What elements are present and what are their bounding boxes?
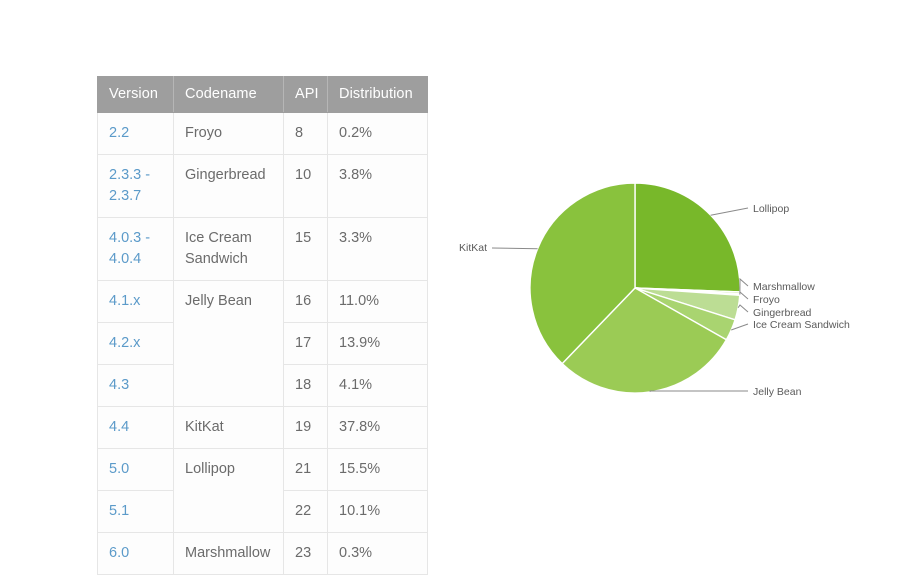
cell-version[interactable]: 4.3 <box>97 364 174 408</box>
distribution-table-container: Version Codename API Distribution 2.2 Fr… <box>97 76 428 575</box>
table-row: 4.3 18 4.1% <box>97 364 428 408</box>
cell-version[interactable]: 2.2 <box>97 111 174 156</box>
cell-api: 16 <box>283 280 328 324</box>
table-row: 5.1 22 10.1% <box>97 490 428 534</box>
cell-version[interactable]: 4.0.3 - 4.0.4 <box>97 217 174 282</box>
cell-distribution: 11.0% <box>327 280 428 324</box>
leader-kitkat <box>491 247 538 250</box>
table-row: 4.1.x Jelly Bean 16 11.0% <box>97 280 428 408</box>
cell-distribution: 3.8% <box>327 154 428 219</box>
leader-ice-cream-sandwich <box>731 323 749 331</box>
cell-version[interactable]: 6.0 <box>97 532 174 575</box>
android-version-distribution-table: Version Codename API Distribution 2.2 Fr… <box>97 76 428 575</box>
cell-api: 8 <box>283 111 328 156</box>
table-row: 4.4 KitKat 19 37.8% <box>97 406 428 450</box>
distribution-pie-chart: KitKat Lollipop Marshmallow Froyo Ginger… <box>440 130 910 440</box>
cell-codename: Ice Cream Sandwich <box>173 217 284 282</box>
leader-gingerbread <box>737 304 749 313</box>
table-row: 4.0.3 - 4.0.4 Ice Cream Sandwich 15 3.3% <box>97 217 428 282</box>
pie-label-ice-cream-sandwich: Ice Cream Sandwich <box>753 319 850 331</box>
cell-codename: Marshmallow <box>173 532 284 575</box>
column-header-version: Version <box>97 76 174 113</box>
table-header-row: Version Codename API Distribution <box>97 76 428 113</box>
cell-distribution: 0.3% <box>327 532 428 575</box>
cell-distribution: 10.1% <box>327 490 428 534</box>
cell-distribution: 3.3% <box>327 217 428 282</box>
pie-label-froyo: Froyo <box>753 294 780 306</box>
cell-codename: KitKat <box>173 406 284 450</box>
cell-api: 10 <box>283 154 328 219</box>
pie-label-lollipop: Lollipop <box>753 203 789 215</box>
table-row: 4.2.x 17 13.9% <box>97 322 428 366</box>
cell-api: 18 <box>283 364 328 408</box>
leader-lollipop <box>710 207 749 216</box>
cell-distribution: 37.8% <box>327 406 428 450</box>
cell-api: 22 <box>283 490 328 534</box>
cell-api: 15 <box>283 217 328 282</box>
column-header-distribution: Distribution <box>327 76 428 113</box>
pie-slice-kitkat[interactable] <box>529 182 636 365</box>
cell-api: 19 <box>283 406 328 450</box>
cell-codename: Lollipop <box>173 448 284 534</box>
table-row: 2.3.3 - 2.3.7 Gingerbread 10 3.8% <box>97 154 428 219</box>
pie-label-jelly-bean: Jelly Bean <box>753 386 802 398</box>
pie-slice-lollipop[interactable] <box>634 182 741 293</box>
cell-version[interactable]: 4.1.x <box>97 280 174 324</box>
cell-version[interactable]: 4.4 <box>97 406 174 450</box>
leader-jelly-bean <box>649 390 748 392</box>
pie-slice-group <box>529 182 741 394</box>
cell-version[interactable]: 5.0 <box>97 448 174 492</box>
cell-distribution: 4.1% <box>327 364 428 408</box>
table-row: 5.0 Lollipop 21 15.5% <box>97 448 428 534</box>
cell-codename: Froyo <box>173 111 284 156</box>
cell-api: 17 <box>283 322 328 366</box>
cell-api: 21 <box>283 448 328 492</box>
leader-marshmallow <box>739 277 749 293</box>
pie-label-kitkat: KitKat <box>459 242 487 254</box>
cell-distribution: 13.9% <box>327 322 428 366</box>
leader-froyo <box>739 290 749 300</box>
cell-api: 23 <box>283 532 328 575</box>
cell-version[interactable]: 5.1 <box>97 490 174 534</box>
column-header-codename: Codename <box>173 76 284 113</box>
cell-version[interactable]: 2.3.3 - 2.3.7 <box>97 154 174 219</box>
cell-distribution: 0.2% <box>327 111 428 156</box>
pie-chart-svg: KitKat Lollipop Marshmallow Froyo Ginger… <box>459 182 850 398</box>
pie-label-gingerbread: Gingerbread <box>753 307 812 319</box>
table-row: 6.0 Marshmallow 23 0.3% <box>97 532 428 575</box>
pie-leader-lines <box>491 207 749 392</box>
column-header-api: API <box>283 76 328 113</box>
pie-label-marshmallow: Marshmallow <box>753 281 815 293</box>
cell-distribution: 15.5% <box>327 448 428 492</box>
table-row: 2.2 Froyo 8 0.2% <box>97 111 428 156</box>
cell-codename: Gingerbread <box>173 154 284 219</box>
cell-codename: Jelly Bean <box>173 280 284 408</box>
cell-version[interactable]: 4.2.x <box>97 322 174 366</box>
